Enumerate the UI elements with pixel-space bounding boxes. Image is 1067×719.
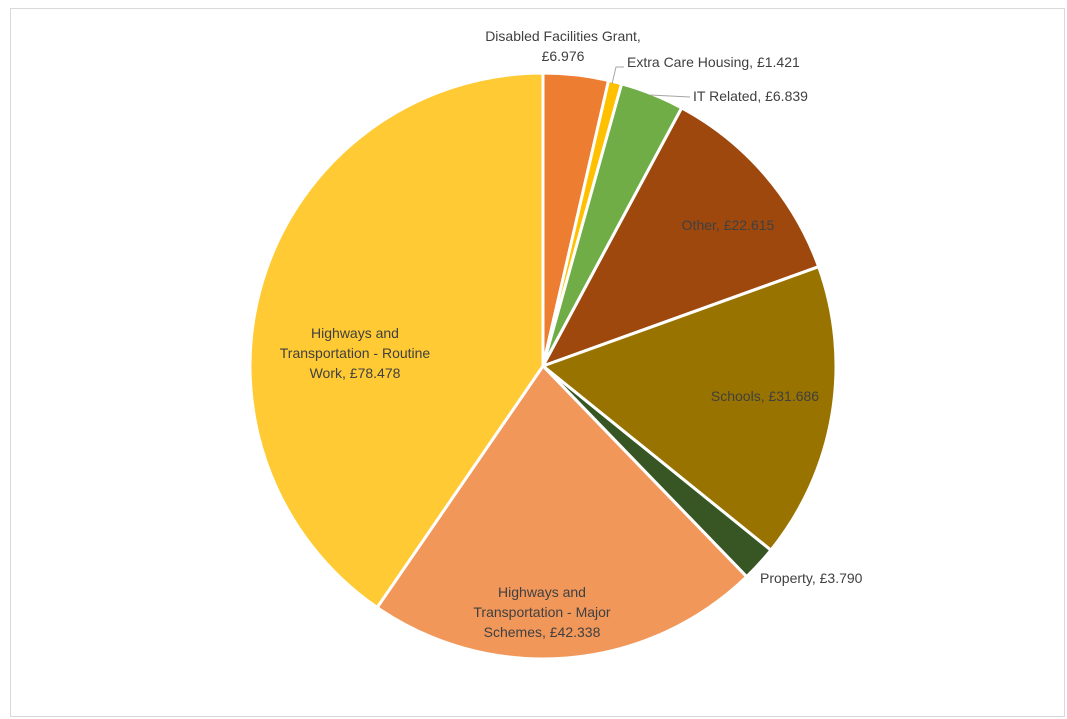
data-label-6: Highways and Transportation - Major Scheme… — [473, 584, 611, 640]
data-label-1: Extra Care Housing, £1.421 — [627, 54, 800, 70]
pie-slice-3 — [541, 106, 821, 368]
leader-line-1 — [611, 66, 624, 85]
pie-slice-4 — [541, 265, 838, 552]
leader-line-2 — [649, 94, 691, 98]
data-label-7: Highways and Transportation - Routine Work… — [280, 325, 431, 381]
data-label-0: Disabled Facilities Grant, £6.976 — [485, 28, 641, 64]
data-label-4: Schools, £31.686 — [711, 388, 819, 404]
pie-slice-7 — [248, 71, 545, 610]
data-label-3: Other, £22.615 — [682, 217, 775, 233]
data-label-2: IT Related, £6.839 — [693, 88, 808, 104]
pie-slice-6 — [375, 364, 749, 661]
data-label-5: Property, £3.790 — [760, 570, 863, 586]
